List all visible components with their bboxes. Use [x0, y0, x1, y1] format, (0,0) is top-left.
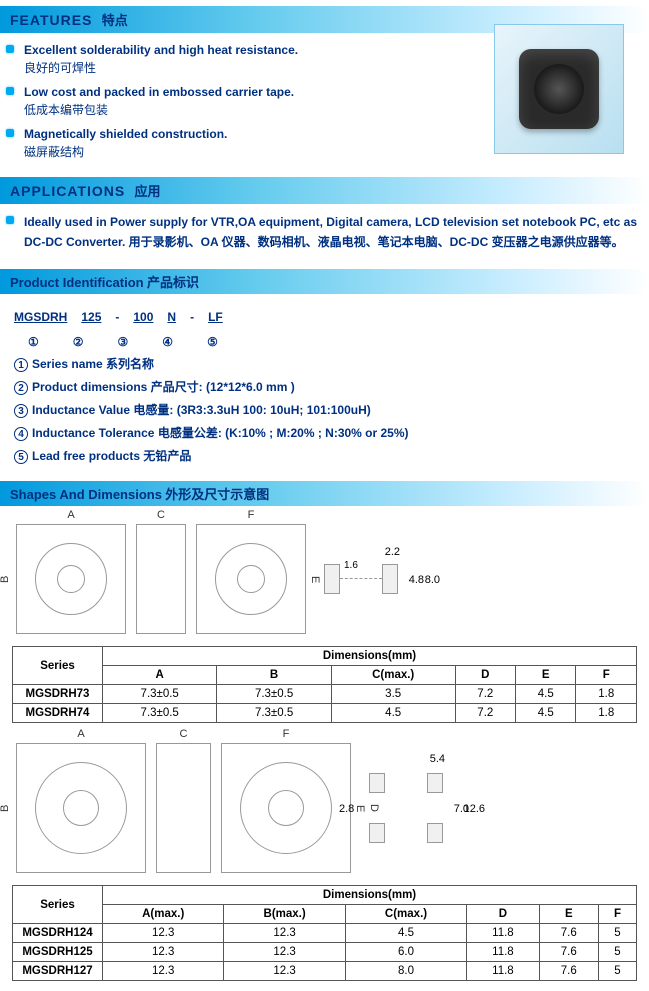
feature-en: Low cost and packed in embossed carrier …: [24, 85, 294, 99]
col-A: A: [103, 666, 217, 685]
bullet-icon: [6, 45, 14, 53]
feature-cn: 低成本编带包装: [24, 101, 294, 119]
bullet-icon: [6, 216, 14, 224]
dim-F: F: [222, 728, 350, 740]
series-header: Series: [13, 647, 103, 685]
pid-part: 125: [81, 306, 101, 329]
bottom-view-diagram: F E D: [196, 524, 306, 634]
application-text: Ideally used in Power supply for VTR,OA …: [24, 212, 643, 253]
pad-w: 2.2: [385, 546, 400, 558]
col-F: F: [576, 666, 637, 685]
pad-gap: 1.6: [344, 560, 358, 571]
dimensions-table-1: Series Dimensions(mm) A B C(max.) D E F …: [12, 646, 637, 723]
pad-layout-diagram: 5.4 2.8 7.0 12.6: [361, 743, 451, 873]
shapes-header: Shapes And Dimensions 外形及尺寸示意图: [0, 481, 649, 506]
top-view-diagram: A B: [16, 743, 146, 873]
product-image: [494, 24, 624, 154]
diagram-row-1: A B C F E D 2.2 1.6 4.8 8.0: [0, 514, 649, 640]
pad-h2: 8.0: [425, 574, 440, 586]
bullet-icon: [6, 87, 14, 95]
dim-A: A: [17, 728, 145, 740]
col-B: B(max.): [224, 905, 345, 924]
pid-num: ⑤: [207, 331, 218, 354]
pad-h1: 2.8: [339, 803, 354, 815]
pid-num: ②: [73, 331, 84, 354]
feature-cn: 良好的可焊性: [24, 59, 298, 77]
pid-part: LF: [208, 306, 223, 329]
pid-line: 3Inductance Value 电感量: (3R3:3.3uH 100: 1…: [14, 399, 635, 422]
dim-group-header: Dimensions(mm): [103, 647, 637, 666]
pid-num: ①: [28, 331, 39, 354]
pid-parts-row: MGSDRH 125 - 100 N - LF: [14, 306, 635, 329]
pad-h3: 12.6: [464, 803, 485, 815]
col-C: C(max.): [345, 905, 466, 924]
diagram-row-2: A B C F E D 5.4 2.8 7.0 12.6: [0, 733, 649, 879]
bullet-icon: [6, 129, 14, 137]
feature-en: Excellent solderability and high heat re…: [24, 43, 298, 57]
col-F: F: [598, 905, 636, 924]
product-id-title-cn: 产品标识: [147, 275, 199, 290]
series-header: Series: [13, 886, 103, 924]
pid-line: 4Inductance Tolerance 电感量公差: (K:10% ; M:…: [14, 422, 635, 445]
dim-C: C: [137, 509, 185, 521]
pid-line: 2Product dimensions 产品尺寸: (12*12*6.0 mm …: [14, 376, 635, 399]
product-id-block: MGSDRH 125 - 100 N - LF ① ② ③ ④ ⑤ 1Serie…: [0, 302, 649, 476]
pid-sep: -: [115, 306, 119, 329]
feature-cn: 磁屏蔽结构: [24, 143, 227, 161]
col-E: E: [539, 905, 598, 924]
pid-nums-row: ① ② ③ ④ ⑤: [14, 331, 635, 354]
table-row: MGSDRH74 7.3±0.5 7.3±0.5 4.5 7.2 4.5 1.8: [13, 704, 637, 723]
pid-part: 100: [133, 306, 153, 329]
pid-line: 5Lead free products 无铅产品: [14, 445, 635, 468]
dim-group-header: Dimensions(mm): [103, 886, 637, 905]
col-B: B: [217, 666, 331, 685]
shapes-title-cn: 外形及尺寸示意图: [165, 487, 269, 502]
applications-title-en: APPLICATIONS: [10, 183, 125, 199]
product-id-header: Product Identification 产品标识: [0, 269, 649, 294]
col-A: A(max.): [103, 905, 224, 924]
inductor-graphic: [519, 49, 599, 129]
bottom-view-diagram: F E D: [221, 743, 351, 873]
table-row: MGSDRH125 12.3 12.3 6.0 11.8 7.6 5: [13, 943, 637, 962]
table-row: MGSDRH73 7.3±0.5 7.3±0.5 3.5 7.2 4.5 1.8: [13, 685, 637, 704]
dimensions-table-2: Series Dimensions(mm) A(max.) B(max.) C(…: [12, 885, 637, 981]
features-title-cn: 特点: [102, 13, 128, 28]
pid-line: 1Series name 系列名称: [14, 353, 635, 376]
applications-list: Ideally used in Power supply for VTR,OA …: [0, 212, 649, 263]
dim-A: A: [17, 509, 125, 521]
feature-en: Magnetically shielded construction.: [24, 127, 227, 141]
application-item: Ideally used in Power supply for VTR,OA …: [6, 212, 643, 253]
dim-F: F: [197, 509, 305, 521]
pid-num: ④: [162, 331, 173, 354]
dim-B: B: [0, 744, 11, 872]
applications-title-cn: 应用: [135, 184, 161, 199]
pad-layout-diagram: 2.2 1.6 4.8 8.0: [316, 524, 406, 634]
shapes-title-en: Shapes And Dimensions: [10, 487, 162, 502]
features-title-en: FEATURES: [10, 12, 92, 28]
pad-w: 5.4: [430, 753, 445, 765]
pid-part: N: [167, 306, 176, 329]
applications-header: APPLICATIONS 应用: [0, 177, 649, 204]
top-view-diagram: A B: [16, 524, 126, 634]
col-C: C(max.): [331, 666, 455, 685]
table-row: MGSDRH127 12.3 12.3 8.0 11.8 7.6 5: [13, 962, 637, 981]
col-E: E: [516, 666, 576, 685]
dim-B: B: [0, 525, 11, 633]
product-id-title-en: Product Identification: [10, 275, 144, 290]
pid-sep: -: [190, 306, 194, 329]
pid-num: ③: [118, 331, 129, 354]
pad-h1: 4.8: [409, 574, 424, 586]
side-view-diagram: C: [156, 743, 211, 873]
pid-part: MGSDRH: [14, 306, 67, 329]
col-D: D: [467, 905, 539, 924]
side-view-diagram: C: [136, 524, 186, 634]
dim-C: C: [157, 728, 210, 740]
col-D: D: [455, 666, 515, 685]
